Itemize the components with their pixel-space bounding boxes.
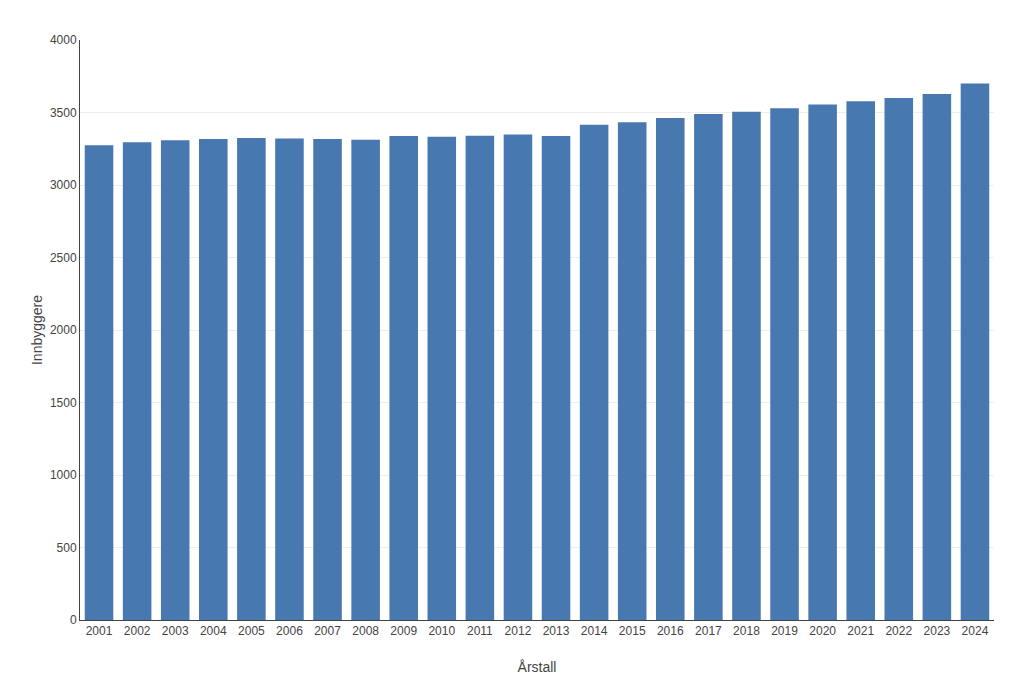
svg-text:2013: 2013 bbox=[543, 624, 570, 638]
svg-text:2002: 2002 bbox=[124, 624, 151, 638]
svg-text:Årstall: Årstall bbox=[518, 659, 557, 675]
svg-text:2000: 2000 bbox=[50, 323, 77, 337]
svg-text:3000: 3000 bbox=[50, 178, 77, 192]
svg-text:2500: 2500 bbox=[50, 251, 77, 265]
svg-text:4000: 4000 bbox=[50, 33, 77, 47]
svg-text:2010: 2010 bbox=[428, 624, 455, 638]
svg-text:2014: 2014 bbox=[581, 624, 608, 638]
svg-text:Innbyggere: Innbyggere bbox=[29, 295, 45, 365]
svg-text:2022: 2022 bbox=[885, 624, 912, 638]
svg-text:2019: 2019 bbox=[771, 624, 798, 638]
svg-text:2024: 2024 bbox=[962, 624, 989, 638]
svg-text:2011: 2011 bbox=[467, 624, 493, 638]
svg-text:2020: 2020 bbox=[809, 624, 836, 638]
svg-text:2017: 2017 bbox=[695, 624, 722, 638]
svg-text:2003: 2003 bbox=[162, 624, 189, 638]
svg-text:2008: 2008 bbox=[352, 624, 379, 638]
svg-text:1000: 1000 bbox=[50, 468, 77, 482]
svg-text:2007: 2007 bbox=[314, 624, 341, 638]
svg-text:0: 0 bbox=[70, 613, 77, 627]
svg-text:2005: 2005 bbox=[238, 624, 265, 638]
svg-text:2023: 2023 bbox=[924, 624, 951, 638]
svg-text:2021: 2021 bbox=[847, 624, 874, 638]
svg-text:500: 500 bbox=[57, 541, 77, 555]
svg-text:2004: 2004 bbox=[200, 624, 227, 638]
svg-text:2006: 2006 bbox=[276, 624, 303, 638]
svg-text:2001: 2001 bbox=[86, 624, 113, 638]
svg-text:2012: 2012 bbox=[505, 624, 532, 638]
svg-text:3500: 3500 bbox=[50, 106, 77, 120]
svg-text:1500: 1500 bbox=[50, 396, 77, 410]
svg-text:2009: 2009 bbox=[390, 624, 417, 638]
svg-text:2015: 2015 bbox=[619, 624, 646, 638]
svg-text:2016: 2016 bbox=[657, 624, 684, 638]
svg-text:2018: 2018 bbox=[733, 624, 760, 638]
